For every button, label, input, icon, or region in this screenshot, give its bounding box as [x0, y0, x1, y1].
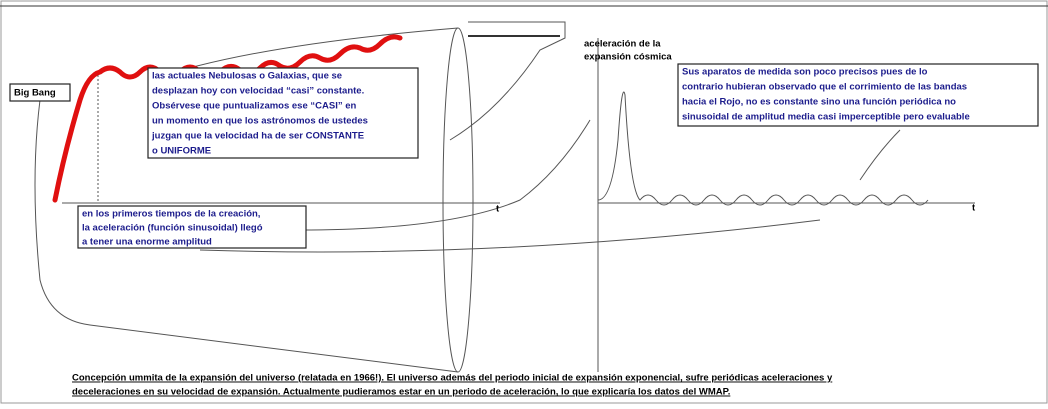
note-line: o UNIFORME [152, 146, 211, 157]
axis-title-line: aceleración de la [584, 39, 661, 50]
note-line: desplazan hoy con velocidad “casi” const… [152, 86, 364, 97]
connector [199, 219, 821, 253]
note-line: a tener una enorme amplitud [82, 237, 212, 248]
note-line: contrario hubieran observado que el corr… [682, 82, 967, 93]
note-line: en los primeros tiempos de la creación, [82, 209, 260, 220]
note-line: la aceleración (función sinusoidal) lleg… [82, 223, 263, 234]
axis-label: t [496, 204, 500, 215]
connector [299, 119, 591, 231]
connector [449, 21, 566, 141]
measurement-box [677, 63, 1039, 127]
early-box [77, 205, 307, 249]
note-line: hacia el Rojo, no es constante sino una … [682, 97, 956, 108]
text-blocks: las actuales Nebulosas o Galaxias, que s… [72, 39, 970, 398]
note-line: las actuales Nebulosas o Galaxias, que s… [152, 71, 342, 82]
acceleration-curve [597, 91, 929, 206]
connector [859, 129, 901, 181]
caption-line: deceleraciones en su velocidad de expans… [72, 387, 730, 398]
note-line: juzgan que la velocidad ha de ser CONSTA… [151, 131, 364, 142]
big-bang-label: Big Bang [14, 88, 56, 99]
caption-line: Concepción ummita de la expansión del un… [72, 373, 833, 384]
galaxies-box [147, 67, 419, 159]
big-bang-box [9, 83, 71, 102]
funnel-bottom [34, 99, 459, 373]
note-line: Sus aparatos de medida son poco precisos… [682, 67, 928, 78]
note-line: sinusoidal de amplitud media casi imperc… [682, 112, 970, 123]
note-line: un momento en que los astrónomos de uste… [152, 116, 368, 127]
axis-title-line: expansión cósmica [584, 52, 672, 63]
axis-label: t [972, 203, 976, 214]
note-line: Obsérvese que puntualizamos ese “CASI” e… [152, 101, 357, 112]
